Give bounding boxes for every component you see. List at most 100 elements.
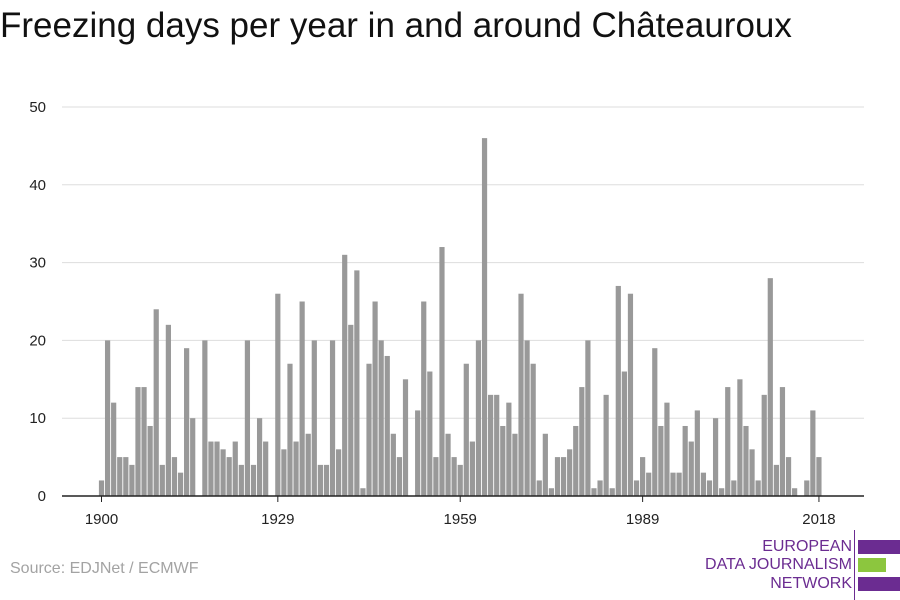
bar-1925 bbox=[250, 464, 257, 496]
bar-1994 bbox=[670, 472, 676, 496]
bar-1918 bbox=[208, 441, 214, 496]
bar-1970 bbox=[524, 340, 530, 496]
bar-1973 bbox=[542, 433, 548, 496]
bar-1934 bbox=[305, 433, 311, 496]
y-tick-label: 10 bbox=[29, 410, 46, 427]
bar-1931 bbox=[287, 363, 293, 496]
bar-1945 bbox=[372, 301, 378, 496]
bar-1996 bbox=[682, 425, 688, 496]
bar-1978 bbox=[573, 425, 579, 496]
bar-2016 bbox=[804, 480, 810, 496]
logo-text-data-journalism: DATA JOURNALISM bbox=[705, 556, 852, 573]
bar-1940 bbox=[342, 254, 348, 496]
bar-1923 bbox=[238, 464, 244, 496]
bar-1901 bbox=[104, 340, 111, 496]
chart-title: Freezing days per year in and around Châ… bbox=[0, 6, 792, 45]
logo-text-european: EUROPEAN bbox=[762, 538, 852, 555]
bar-1930 bbox=[281, 449, 287, 496]
bar-1977 bbox=[567, 449, 573, 496]
bar-1952 bbox=[415, 410, 421, 496]
logo-text-network: NETWORK bbox=[770, 575, 852, 592]
bar-2014 bbox=[792, 488, 798, 496]
bar-2003 bbox=[725, 387, 731, 496]
bar-1948 bbox=[390, 433, 396, 496]
bar-1929 bbox=[275, 293, 281, 496]
bar-1919 bbox=[214, 441, 220, 496]
bar-1995 bbox=[676, 472, 682, 496]
bar-1910 bbox=[159, 464, 165, 496]
bar-1935 bbox=[311, 340, 317, 496]
bar-1906 bbox=[135, 387, 141, 496]
bar-1960 bbox=[463, 363, 469, 496]
bar-1937 bbox=[323, 464, 330, 496]
bar-1963 bbox=[481, 138, 488, 496]
bar-1908 bbox=[147, 425, 153, 496]
bar-2007 bbox=[749, 449, 755, 496]
bar-1936 bbox=[317, 464, 323, 496]
bar-1921 bbox=[226, 457, 232, 496]
bar-1938 bbox=[329, 340, 336, 496]
bar-1998 bbox=[694, 410, 700, 496]
bar-2009 bbox=[761, 394, 767, 496]
bar-2002 bbox=[719, 488, 725, 496]
bar-1965 bbox=[494, 394, 500, 496]
bar-1959 bbox=[457, 464, 463, 496]
bar-1947 bbox=[384, 355, 390, 496]
y-tick-label: 50 bbox=[29, 99, 46, 116]
bar-1986 bbox=[621, 371, 627, 496]
bar-1924 bbox=[244, 340, 251, 496]
bar-1902 bbox=[111, 402, 117, 496]
bar-1927 bbox=[263, 441, 269, 496]
bar-2005 bbox=[737, 379, 743, 496]
bar-1905 bbox=[129, 464, 135, 496]
freezing-days-chart: 0 10 20 30 40 50 1900 1929 1959 1989 2018 bbox=[29, 99, 864, 528]
y-tick-label: 20 bbox=[29, 332, 46, 349]
bar-1954 bbox=[427, 371, 433, 496]
bar-2013 bbox=[785, 457, 792, 496]
bar-1966 bbox=[500, 425, 506, 496]
bar-1972 bbox=[536, 480, 542, 496]
bar-1993 bbox=[664, 402, 670, 496]
bar-1987 bbox=[627, 293, 634, 496]
bar-1982 bbox=[597, 480, 603, 496]
bar-1968 bbox=[512, 433, 518, 496]
logo-bar-green bbox=[858, 558, 886, 572]
bar-1909 bbox=[153, 309, 159, 496]
bar-1955 bbox=[433, 457, 439, 496]
bar-1926 bbox=[256, 418, 263, 496]
x-tick-label: 1959 bbox=[444, 511, 477, 528]
logo-divider bbox=[854, 530, 855, 600]
bar-1920 bbox=[220, 449, 226, 496]
bar-1999 bbox=[700, 472, 707, 496]
bar-1900 bbox=[98, 480, 105, 496]
bar-1979 bbox=[579, 387, 585, 496]
bar-2011 bbox=[773, 464, 779, 496]
y-tick-label: 40 bbox=[29, 177, 46, 194]
bar-1989 bbox=[640, 457, 646, 496]
y-tick-label: 0 bbox=[38, 488, 46, 505]
bar-1981 bbox=[591, 488, 597, 496]
bar-1962 bbox=[475, 340, 482, 496]
bar-1943 bbox=[360, 488, 366, 496]
bar-1969 bbox=[518, 293, 524, 496]
bar-1950 bbox=[402, 379, 409, 496]
bars bbox=[98, 138, 822, 496]
bar-1975 bbox=[554, 457, 561, 496]
bar-1957 bbox=[445, 433, 451, 496]
bar-1941 bbox=[348, 324, 354, 496]
bar-1932 bbox=[293, 441, 299, 496]
bar-1904 bbox=[123, 457, 129, 496]
bar-1914 bbox=[184, 348, 190, 496]
bar-1946 bbox=[378, 340, 384, 496]
bar-1956 bbox=[439, 247, 445, 496]
bar-1939 bbox=[336, 449, 342, 496]
bar-2010 bbox=[767, 278, 773, 496]
bar-1907 bbox=[141, 387, 147, 496]
x-tick-label: 2018 bbox=[802, 511, 835, 528]
bar-2008 bbox=[755, 480, 761, 496]
bar-1990 bbox=[646, 472, 652, 496]
grid-lines bbox=[62, 106, 864, 419]
x-tick-label: 1900 bbox=[85, 511, 118, 528]
bar-1942 bbox=[354, 270, 360, 496]
bar-1967 bbox=[506, 402, 512, 496]
